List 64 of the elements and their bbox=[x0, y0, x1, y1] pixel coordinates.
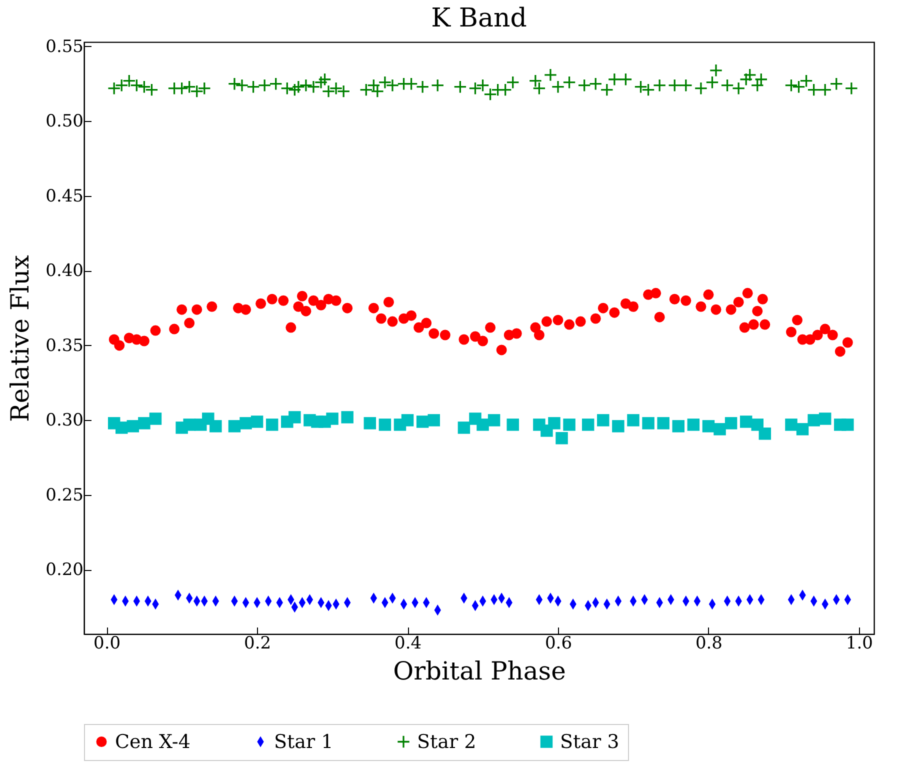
x-tick-label: 0.2 bbox=[244, 634, 272, 654]
point bbox=[250, 416, 264, 428]
point bbox=[582, 418, 594, 431]
x-axis-title: Orbital Phase bbox=[393, 656, 566, 686]
point bbox=[428, 414, 440, 426]
point bbox=[288, 411, 301, 424]
point bbox=[556, 432, 568, 444]
point bbox=[796, 423, 809, 436]
point bbox=[627, 414, 640, 426]
point bbox=[740, 416, 752, 428]
point bbox=[702, 420, 715, 432]
point bbox=[326, 412, 338, 425]
point bbox=[563, 418, 576, 431]
x-tick-label: 0.8 bbox=[695, 634, 722, 654]
point bbox=[785, 418, 798, 431]
point bbox=[115, 422, 128, 434]
point bbox=[758, 428, 772, 440]
point bbox=[657, 417, 670, 430]
legend-label: Star 3 bbox=[560, 730, 620, 753]
point bbox=[808, 414, 820, 426]
x-tick-label: 0.0 bbox=[94, 634, 121, 654]
y-tick-label: 0.50 bbox=[46, 112, 84, 132]
point bbox=[687, 418, 700, 431]
point bbox=[548, 417, 560, 430]
y-tick-label: 0.55 bbox=[46, 36, 84, 57]
point bbox=[364, 417, 376, 430]
point bbox=[149, 412, 162, 425]
point bbox=[506, 418, 519, 431]
point bbox=[476, 418, 489, 431]
point bbox=[126, 420, 140, 432]
point bbox=[266, 418, 278, 431]
point bbox=[228, 420, 241, 432]
point bbox=[724, 417, 738, 430]
x-tick-label: 0.6 bbox=[544, 634, 572, 654]
y-axis-title: Relative Flux bbox=[6, 255, 35, 422]
point bbox=[183, 418, 196, 431]
y-tick-label: 0.30 bbox=[46, 410, 84, 431]
legend-label: Star 2 bbox=[417, 730, 476, 753]
point bbox=[210, 420, 222, 432]
point bbox=[416, 416, 429, 428]
point bbox=[488, 414, 500, 426]
point bbox=[341, 411, 354, 424]
point bbox=[672, 420, 685, 432]
point bbox=[378, 418, 392, 431]
y-tick-label: 0.45 bbox=[46, 186, 84, 206]
point bbox=[612, 420, 624, 432]
y-tick-label: 0.35 bbox=[46, 336, 84, 356]
chart-title: K Band bbox=[431, 3, 527, 34]
x-tick-label: 1.0 bbox=[846, 634, 873, 654]
legend-label: Cen X-4 bbox=[115, 730, 190, 753]
point bbox=[714, 423, 726, 436]
point bbox=[401, 414, 414, 426]
y-tick-label: 0.25 bbox=[46, 485, 84, 506]
y-tick-label: 0.20 bbox=[46, 560, 84, 580]
point bbox=[597, 414, 610, 426]
point bbox=[458, 422, 470, 434]
point bbox=[642, 417, 654, 430]
y-tick-label: 0.40 bbox=[46, 261, 84, 282]
legend-label: Star 1 bbox=[274, 730, 334, 753]
point bbox=[842, 418, 854, 431]
point bbox=[138, 417, 150, 430]
point bbox=[818, 412, 832, 425]
point bbox=[240, 417, 252, 430]
x-tick-label: 0.4 bbox=[394, 634, 422, 654]
